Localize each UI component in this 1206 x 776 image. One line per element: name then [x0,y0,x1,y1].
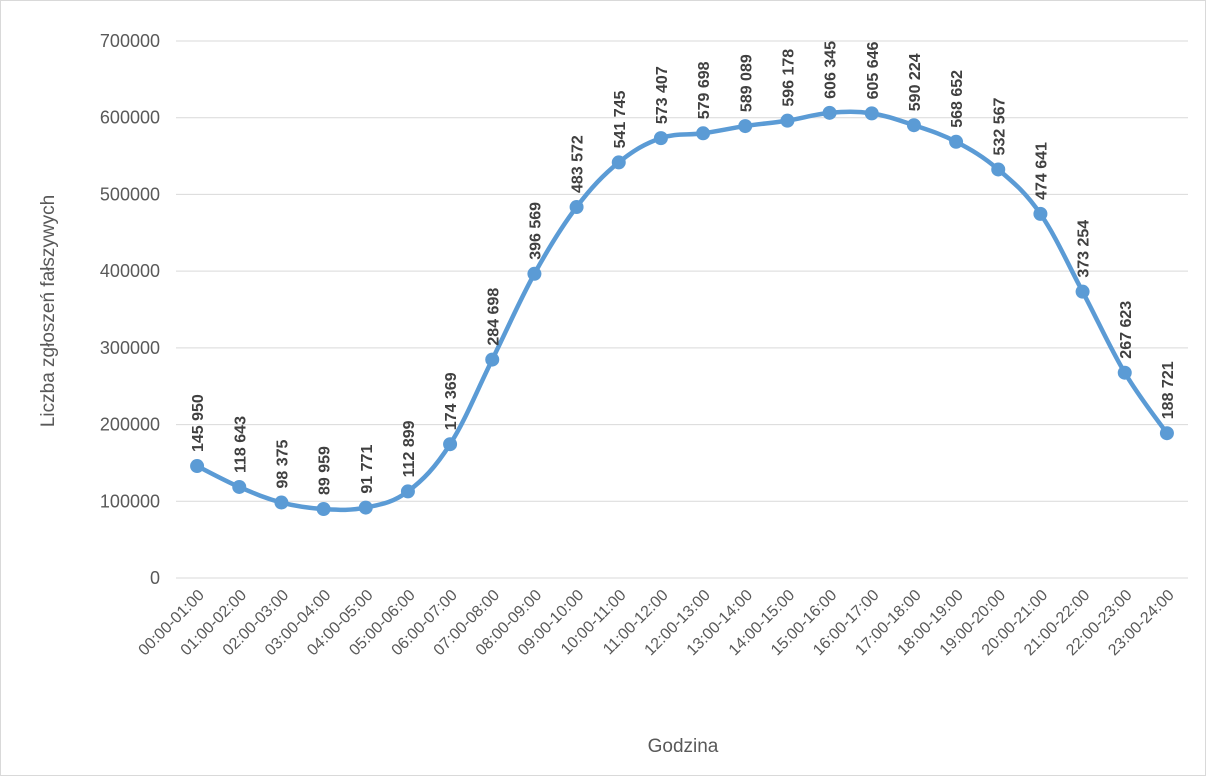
data-point [400,484,415,499]
y-tick-label: 500000 [100,184,160,204]
data-label: 568 652 [949,70,966,128]
data-point [358,500,373,515]
data-point [1075,284,1090,299]
data-point [1033,206,1048,221]
data-label: 89 959 [317,446,334,495]
data-point [738,119,753,134]
data-point [1117,365,1132,380]
data-label: 606 345 [823,41,840,99]
data-label: 174 369 [443,372,460,430]
data-point [274,495,289,510]
data-point [232,479,247,494]
data-label: 532 567 [991,98,1008,156]
data-point [485,352,500,367]
data-label: 483 572 [570,135,587,193]
x-axis-ticks: 00:00-01:0001:00-02:0002:00-03:0003:00-0… [135,587,1177,659]
data-label: 605 646 [865,41,882,99]
gridlines [176,40,1188,579]
data-label: 267 623 [1118,301,1135,359]
data-point [780,113,795,128]
data-label: 112 899 [401,420,418,477]
data-point [316,501,331,516]
data-label: 579 698 [696,61,713,119]
data-point [822,105,837,120]
data-point [653,131,668,146]
data-label: 573 407 [654,66,671,124]
y-axis-title: Liczba zgłoszeń fałszywych [38,195,59,427]
data-label: 590 224 [907,53,924,111]
data-labels: 145 950 118 643 98 375 89 959 91 771 112 899 1… [190,41,1177,495]
y-tick-label: 700000 [100,31,160,51]
data-label: 589 089 [738,54,755,112]
data-point [611,155,626,170]
y-tick-label: 0 [150,568,160,588]
y-tick-label: 200000 [100,415,160,435]
y-tick-label: 100000 [100,491,160,511]
data-point [949,134,964,149]
series-line [194,109,1170,513]
data-label: 474 641 [1033,142,1050,200]
y-tick-label: 400000 [100,261,160,281]
data-point [864,106,879,121]
data-point [190,459,205,474]
data-label: 373 254 [1076,220,1093,278]
data-label: 91 771 [359,445,376,494]
data-label: 541 745 [612,90,629,148]
y-tick-label: 600000 [100,108,160,128]
data-point [696,126,711,141]
y-axis-ticks: 0 100000 200000 300000 400000 500000 600000 700… [100,31,160,588]
data-point [1159,426,1174,441]
data-point [527,266,542,281]
data-label: 188 721 [1160,361,1177,419]
data-label: 396 569 [527,202,544,260]
data-point [906,118,921,133]
data-point [991,162,1006,177]
data-label: 596 178 [780,49,797,107]
data-point [443,437,458,452]
x-axis-title: Godzina [648,736,719,757]
data-label: 284 698 [485,288,502,346]
data-point [569,200,584,215]
data-label: 98 375 [274,439,291,488]
y-tick-label: 300000 [100,338,160,358]
data-label: 118 643 [232,416,249,473]
data-label: 145 950 [190,394,207,452]
series-points [190,105,1174,516]
series-line-layer [194,109,1170,513]
